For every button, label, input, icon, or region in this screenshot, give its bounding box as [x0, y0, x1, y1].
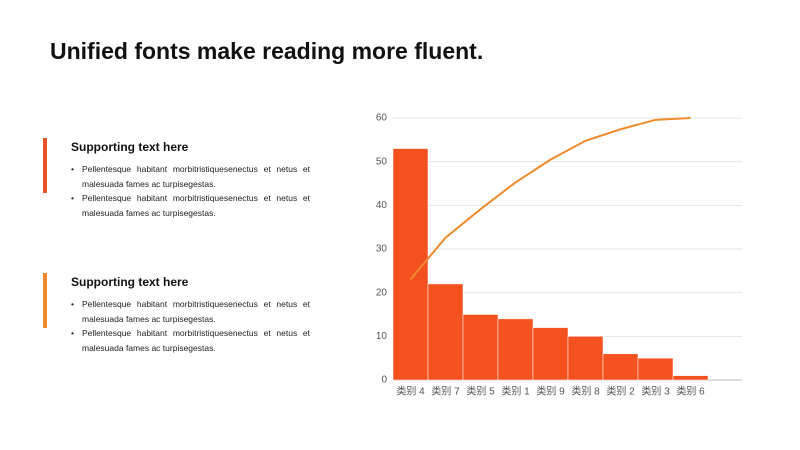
x-tick-label: 类别 1	[501, 385, 530, 398]
cumulative-line	[409, 117, 691, 281]
y-tick-label: 60	[376, 113, 388, 124]
bar	[462, 314, 499, 381]
x-tick-label: 类别 3	[641, 385, 670, 398]
bar	[672, 375, 709, 381]
x-tick-label: 类别 2	[606, 385, 635, 398]
bullet: Pellentesque habitant morbitristiquesene…	[71, 326, 310, 355]
accent-bar	[43, 273, 47, 328]
section-heading: Supporting text here	[71, 275, 189, 289]
y-tick-label: 20	[376, 287, 388, 298]
bar	[567, 336, 604, 381]
bullet: Pellentesque habitant morbitristiquesene…	[71, 191, 310, 220]
y-tick-label: 50	[376, 156, 388, 167]
accent-bar	[43, 138, 47, 193]
bullet-list: Pellentesque habitant morbitristiquesene…	[71, 162, 310, 220]
bar	[637, 357, 674, 381]
x-tick-label: 类别 8	[571, 385, 600, 398]
x-tick-label: 类别 5	[466, 385, 495, 398]
bullet-list: Pellentesque habitant morbitristiquesene…	[71, 297, 310, 355]
bar	[427, 283, 464, 381]
y-tick-label: 40	[376, 200, 388, 211]
slide-title: Unified fonts make reading more fluent.	[50, 38, 484, 64]
y-tick-label: 0	[381, 375, 387, 386]
x-tick-label: 类别 9	[536, 385, 565, 398]
bullet: Pellentesque habitant morbitristiquesene…	[71, 162, 310, 191]
bar	[497, 318, 534, 381]
x-tick-label: 类别 6	[676, 385, 705, 398]
x-tick-label: 类别 4	[396, 385, 425, 398]
x-tick-label: 类别 7	[431, 385, 460, 398]
bar	[532, 327, 569, 381]
y-tick-label: 30	[376, 244, 388, 255]
bullet: Pellentesque habitant morbitristiquesene…	[71, 297, 310, 326]
bar	[602, 353, 639, 381]
section-heading: Supporting text here	[71, 140, 189, 154]
y-tick-label: 10	[376, 331, 388, 342]
